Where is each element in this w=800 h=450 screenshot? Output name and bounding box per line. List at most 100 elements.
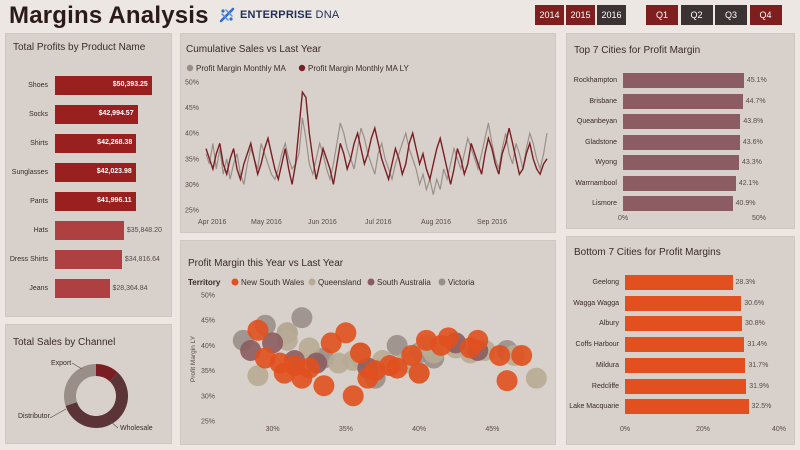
scatter-point[interactable] xyxy=(313,375,335,397)
city-bar-value: 28.3% xyxy=(735,279,756,286)
scatter-point[interactable] xyxy=(489,344,511,366)
series-line-ma[interactable] xyxy=(205,117,548,195)
y-axis-title: Profit Margin LY xyxy=(190,335,197,382)
scatter-point[interactable] xyxy=(247,365,269,387)
product-label: Hats xyxy=(33,227,48,234)
city-bar[interactable] xyxy=(625,357,746,373)
donut-slice-export[interactable] xyxy=(96,364,118,382)
city-bar[interactable] xyxy=(623,196,733,211)
scatter-point[interactable] xyxy=(291,367,313,389)
y-tick-label: 35% xyxy=(201,368,215,375)
page-title: Margins Analysis xyxy=(9,2,209,29)
city-bar[interactable] xyxy=(625,295,742,311)
series-line-ma-ly[interactable] xyxy=(205,90,548,185)
scatter-point[interactable] xyxy=(247,319,269,341)
scatter-point[interactable] xyxy=(467,329,489,351)
scatter-point[interactable] xyxy=(511,344,533,366)
quarter-button-q3[interactable]: Q3 xyxy=(715,5,747,25)
donut-slice-wholesale[interactable] xyxy=(65,372,128,428)
legend-label: Profit Margin Monthly MA LY xyxy=(308,64,409,73)
sales-by-channel-panel: Total Sales by Channel Wholesale Distribu… xyxy=(5,324,172,444)
year-button-2016[interactable]: 2016 xyxy=(597,5,626,25)
scatter-point[interactable] xyxy=(320,332,342,354)
scatter-point[interactable] xyxy=(350,342,372,364)
city-bar-value: 43.6% xyxy=(742,138,763,146)
city-label: Warrnambool xyxy=(575,179,617,187)
x-tick-label: 45% xyxy=(485,426,499,433)
product-label: Dress Shirts xyxy=(9,256,48,263)
city-bar-value: 31.9% xyxy=(749,382,770,390)
city-bar[interactable] xyxy=(623,93,743,109)
product-bar[interactable] xyxy=(55,250,122,269)
y-tick-label: 25% xyxy=(201,419,215,426)
y-tick-label: 25% xyxy=(185,208,199,215)
city-bar[interactable] xyxy=(623,73,744,88)
city-bar-value: 42.1% xyxy=(738,179,759,187)
scatter-point[interactable] xyxy=(357,367,379,389)
city-bar[interactable] xyxy=(623,175,736,191)
city-bar[interactable] xyxy=(625,275,733,290)
product-label: Socks xyxy=(28,111,48,118)
scatter-point[interactable] xyxy=(386,334,408,356)
product-bar-value: $41,996.11 xyxy=(97,197,132,204)
x-tick-label: 20% xyxy=(696,426,711,433)
sales-by-channel-donut: Wholesale Distributor Export xyxy=(18,360,153,432)
x-tick-label: 35% xyxy=(339,426,353,433)
x-tick-label: 40% xyxy=(772,426,787,433)
city-bar-value: 31.7% xyxy=(748,361,769,369)
legend-marker xyxy=(231,278,239,286)
city-bar[interactable] xyxy=(625,316,743,332)
scatter-point[interactable] xyxy=(342,385,364,407)
y-tick-label: 30% xyxy=(201,393,215,400)
scatter-point[interactable] xyxy=(273,362,295,384)
product-bar[interactable]: $50,393.25 xyxy=(55,76,152,95)
scatter-point[interactable] xyxy=(386,357,408,379)
city-bar-value: 45.1% xyxy=(746,77,767,84)
product-bar[interactable]: $41,996.11 xyxy=(55,192,136,211)
y-tick-label: 50% xyxy=(185,80,199,87)
product-bar[interactable] xyxy=(55,221,124,240)
x-tick-label: Sep 2016 xyxy=(477,219,507,226)
quarter-button-q2[interactable]: Q2 xyxy=(680,5,713,25)
leader-line xyxy=(71,362,83,370)
x-tick-label: May 2016 xyxy=(251,219,282,226)
dna-helix-icon xyxy=(219,7,235,23)
product-bar[interactable]: $42,268.38 xyxy=(55,134,137,153)
product-label: Pants xyxy=(30,198,48,205)
city-bar-value: 32.5% xyxy=(751,403,772,411)
city-label: Queanbeyan xyxy=(576,118,617,125)
scatter-point[interactable] xyxy=(291,307,313,329)
city-label: Rockhampton xyxy=(573,77,617,84)
city-bar[interactable] xyxy=(625,399,749,415)
city-bar[interactable] xyxy=(623,114,741,129)
profit-margin-scatter-chart: Territory New South Wales Queensland South … xyxy=(188,278,547,433)
scatter-point[interactable] xyxy=(437,327,459,349)
quarter-button-q1[interactable]: Q1 xyxy=(646,5,678,25)
profit-margin-scatter-panel: Profit Margin this Year vs Last Year Ter… xyxy=(180,240,556,445)
donut-label: Wholesale xyxy=(120,425,153,432)
scatter-point[interactable] xyxy=(401,344,423,366)
x-tick-label: 0% xyxy=(620,426,631,433)
product-bar[interactable]: $42,994.57 xyxy=(55,105,138,124)
year-button-2014[interactable]: 2014 xyxy=(535,5,564,25)
scatter-point[interactable] xyxy=(496,370,518,392)
legend-label: New South Wales xyxy=(241,278,304,287)
city-bar[interactable] xyxy=(625,378,747,394)
cumulative-sales-line-chart: Profit Margin Monthly MA Profit Margin Mo… xyxy=(185,64,548,226)
scatter-point[interactable] xyxy=(408,362,430,384)
product-bar-value: $28,364.84 xyxy=(112,285,148,292)
product-bar[interactable] xyxy=(55,279,110,298)
city-label: Geelong xyxy=(592,279,619,286)
product-label: Sunglasses xyxy=(11,169,48,176)
scatter-point[interactable] xyxy=(276,322,298,344)
scatter-point[interactable] xyxy=(335,322,357,344)
city-bar[interactable] xyxy=(623,134,740,150)
city-bar[interactable] xyxy=(625,337,745,353)
scatter-point[interactable] xyxy=(525,367,547,389)
product-bar[interactable]: $42,023.98 xyxy=(55,163,136,182)
city-label: Brisbane xyxy=(589,97,617,105)
quarter-button-q4[interactable]: Q4 xyxy=(749,5,782,25)
donut-slice-distributor[interactable] xyxy=(64,364,96,406)
city-bar[interactable] xyxy=(623,155,740,170)
year-button-2015[interactable]: 2015 xyxy=(566,5,595,25)
